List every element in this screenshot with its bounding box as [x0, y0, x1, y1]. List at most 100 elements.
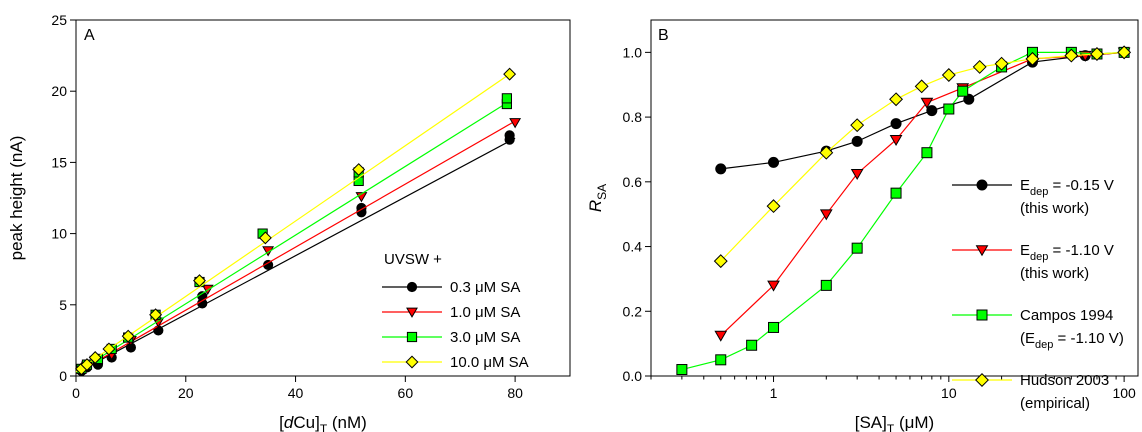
legend-label: 10.0 μM SA [450, 354, 529, 371]
series-line [75, 120, 516, 374]
y-tick-label: 0.0 [623, 368, 643, 384]
data-point [715, 354, 727, 366]
legend-marker [975, 373, 989, 387]
data-point [850, 168, 864, 180]
data-point [920, 97, 934, 109]
data-point [102, 342, 116, 356]
legend-label: Hudson 2003 [1020, 372, 1109, 389]
data-point [850, 118, 865, 133]
legend-marker [976, 179, 988, 191]
data-point [768, 321, 780, 333]
data-point [1090, 47, 1104, 61]
data-point [943, 103, 955, 115]
x-tick-label: 20 [178, 385, 194, 401]
data-point [503, 67, 517, 81]
data-point [890, 118, 902, 130]
data-point [1117, 45, 1132, 60]
series-line [75, 100, 510, 373]
y-tick-label: 10 [51, 226, 67, 242]
data-point [957, 85, 969, 97]
data-point [889, 134, 903, 146]
legend-label: (Edep = -1.10 V) [1020, 330, 1124, 351]
x-axis-label: [SA]T (μM) [855, 413, 934, 432]
panel-a-chart: 0 20 40 60 80 0 5 10 15 20 25 A [dCu]T (nM) peak heig… [7, 12, 571, 432]
legend-label: 0.3 μM SA [450, 279, 520, 296]
data-point [914, 79, 929, 94]
y-tick-label: 1.0 [623, 44, 643, 60]
data-point [1064, 48, 1079, 63]
data-point [889, 92, 904, 107]
x-tick-label: 60 [398, 385, 414, 401]
data-point [819, 209, 833, 221]
legend-label: (this work) [1020, 265, 1089, 282]
data-point [501, 93, 512, 104]
data-point [851, 242, 863, 254]
y-tick-label: 0.2 [623, 303, 643, 319]
data-point [767, 280, 780, 292]
y-tick-label: 5 [59, 297, 67, 313]
y-tick-label: 20 [51, 83, 67, 99]
data-point [820, 279, 832, 291]
data-point [509, 118, 522, 129]
data-point [746, 339, 758, 351]
series-line [75, 137, 516, 374]
x-tick-label: 80 [507, 385, 523, 401]
series-line [720, 51, 1125, 170]
legend-marker [975, 245, 989, 257]
data-point [121, 329, 135, 343]
data-point [851, 135, 863, 147]
data-point [941, 68, 956, 82]
panel-label: A [84, 27, 95, 44]
data-point [715, 163, 727, 175]
data-point [714, 330, 728, 342]
x-tick-label: 0 [72, 385, 80, 401]
legend-label: Campos 1994 [1020, 307, 1113, 324]
panel-label: B [658, 27, 669, 44]
y-tick-label: 0.4 [623, 239, 643, 255]
legend-marker [406, 307, 418, 318]
data-point [994, 56, 1009, 71]
legend-label: 1.0 μM SA [450, 304, 520, 321]
y-tick-label: 0.8 [623, 109, 643, 125]
legend-label: Edep = -0.15 V [1020, 177, 1114, 198]
legend-marker [406, 281, 418, 293]
data-point [963, 93, 975, 105]
data-point [972, 59, 987, 74]
plot-frame [75, 19, 571, 377]
legend-title: UVSW + [384, 251, 442, 268]
x-tick-label: 40 [288, 385, 304, 401]
data-point [88, 351, 102, 364]
data-point [193, 274, 206, 288]
data-point [926, 105, 938, 117]
legend-marker [405, 355, 419, 369]
y-tick-label: 25 [51, 12, 67, 28]
series-line [75, 73, 510, 373]
legend-label: (this work) [1020, 200, 1089, 217]
data-point [713, 254, 728, 269]
data-point [676, 364, 688, 376]
data-point [1025, 51, 1040, 66]
legend-label: Edep = -1.10 V [1020, 242, 1114, 263]
data-point [80, 358, 94, 372]
data-point [149, 308, 163, 322]
panel-b-chart: 1 10 100 0.0 0.2 0.4 0.6 0.8 1.0 B [SA]T (μM) RSA Ed… [586, 19, 1139, 432]
data-point [768, 156, 780, 168]
data-point [819, 145, 834, 160]
legend-label: (empirical) [1020, 395, 1090, 412]
x-tick-label: 1 [770, 385, 778, 401]
plot-frame [650, 19, 1139, 377]
legend-label: 3.0 μM SA [450, 329, 520, 346]
y-tick-label: 0.6 [623, 174, 643, 190]
data-point [766, 199, 781, 214]
y-tick-label: 0 [59, 368, 67, 384]
y-axis-label: peak height (nA) [7, 136, 26, 261]
y-axis-label: RSA [586, 184, 609, 212]
legend-marker [406, 331, 418, 343]
x-tick-label: 100 [1112, 385, 1136, 401]
data-point [921, 147, 933, 159]
y-tick-label: 15 [51, 154, 67, 170]
data-point [352, 163, 366, 176]
data-point [258, 231, 272, 245]
legend-marker [976, 309, 988, 321]
data-point [504, 130, 515, 141]
